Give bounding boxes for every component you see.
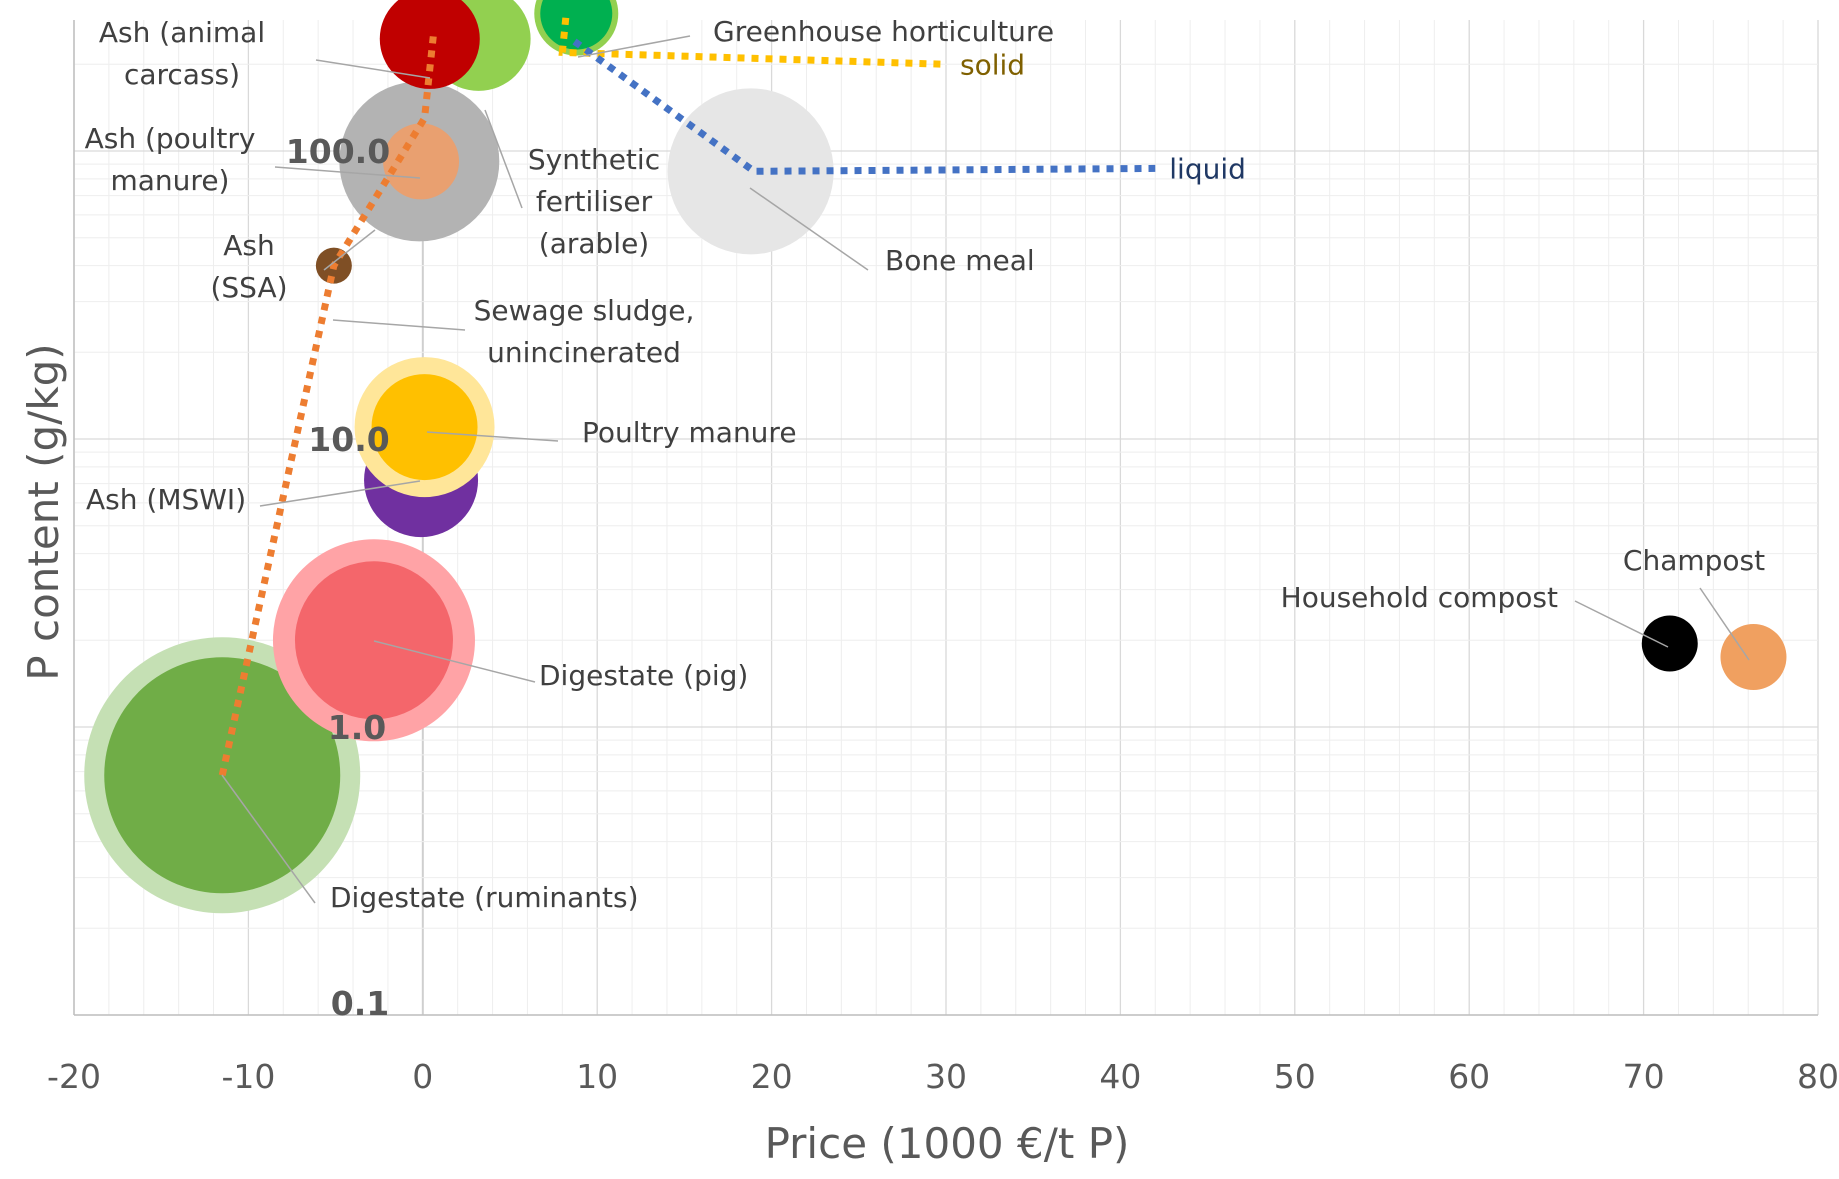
x-tick-label: 10 (576, 1057, 618, 1096)
leader-bone-meal (749, 187, 869, 271)
bubble-champost (1720, 624, 1787, 691)
x-tick-label: 40 (1099, 1057, 1141, 1096)
leader-ash-ssa (323, 229, 376, 271)
leader-lines (221, 35, 1750, 904)
leader-greenhouse-horticulture (577, 35, 691, 58)
x-tick-label: 80 (1797, 1057, 1839, 1096)
x-tick-label: 60 (1448, 1057, 1490, 1096)
x-tick-label: 0 (412, 1057, 433, 1096)
x-tick-label: -10 (221, 1057, 275, 1096)
x-tick-label: 30 (925, 1057, 967, 1096)
y-axis-ticks: 0.1 1.0 10.0 100.0 (286, 132, 390, 1023)
leader-digestate-pig (373, 640, 536, 683)
x-tick-label: 50 (1274, 1057, 1316, 1096)
x-tick-label: 20 (751, 1057, 793, 1096)
bubble-bone-meal (667, 88, 834, 255)
label-bone-meal: Bone meal (885, 244, 1035, 277)
trend-lines (218, 17, 1156, 776)
orange-trend-line (218, 36, 437, 776)
label-household-compost: Household compost (1281, 581, 1558, 614)
bubble-ash-animal-carcass (379, 0, 480, 89)
leader-digestate-ruminants (221, 774, 316, 904)
leader-poultry-manure (426, 431, 559, 442)
bubble-poultry-manure (371, 374, 478, 481)
leader-ash-poultry-manure (274, 166, 421, 179)
leader-synthetic-fertiliser-arable (484, 109, 523, 209)
x-axis-title: Price (1000 €/t P) (765, 1119, 1130, 1168)
label-digestate-ruminants: Digestate (ruminants) (330, 881, 639, 914)
series-label-liquid: liquid (1169, 152, 1246, 185)
y-tick-label: 1.0 (328, 708, 386, 747)
bubble-digestate-pig (294, 561, 453, 720)
label-greenhouse-horticulture: Greenhouse horticulture (713, 15, 1054, 48)
leader-champost (1699, 587, 1750, 661)
bubble-ash-poultry-manure (383, 123, 460, 200)
x-tick-label: 70 (1623, 1057, 1665, 1096)
y-tick-label: 10.0 (308, 420, 389, 459)
label-poultry-manure: Poultry manure (582, 416, 797, 449)
bubble-labels: solid liquid Digestate (ruminants) Digestat… (85, 15, 1766, 914)
solid-trend-line (558, 17, 947, 68)
label-champost: Champost (1623, 544, 1765, 577)
y-axis-title: P content (g/kg) (19, 343, 68, 680)
y-tick-label: 0.1 (331, 984, 389, 1023)
bubble-household-compost (1641, 615, 1698, 672)
series-label-solid: solid (960, 48, 1025, 81)
x-tick-label: -20 (47, 1057, 101, 1096)
label-digestate-pig: Digestate (pig) (539, 659, 748, 692)
leader-household-compost (1574, 600, 1669, 648)
y-tick-label: 100.0 (286, 132, 390, 171)
bubble-greenhouse-horticulture (540, 0, 613, 50)
x-axis-ticks: -20 -10 0 10 20 30 40 50 60 70 80 (47, 1057, 1839, 1096)
label-ash-animal-carcass: Ash (animal carcass) (99, 16, 265, 91)
label-ash-mswi: Ash (MSWI) (86, 483, 246, 516)
leader-ash-animal-carcass (315, 59, 431, 79)
label-synthetic-fertiliser-arable: Synthetic fertiliser (arable) (528, 143, 660, 260)
liquid-trend-line (572, 38, 1156, 175)
leader-sewage-sludge-unincinerated (332, 319, 466, 331)
label-ash-poultry-manure: Ash (poultry manure) (85, 122, 256, 197)
leader-ash-mswi (259, 480, 421, 507)
label-ash-ssa: Ash (SSA) (210, 229, 287, 304)
label-sewage-sludge-unincinerated: Sewage sludge, unincinerated (474, 294, 695, 369)
